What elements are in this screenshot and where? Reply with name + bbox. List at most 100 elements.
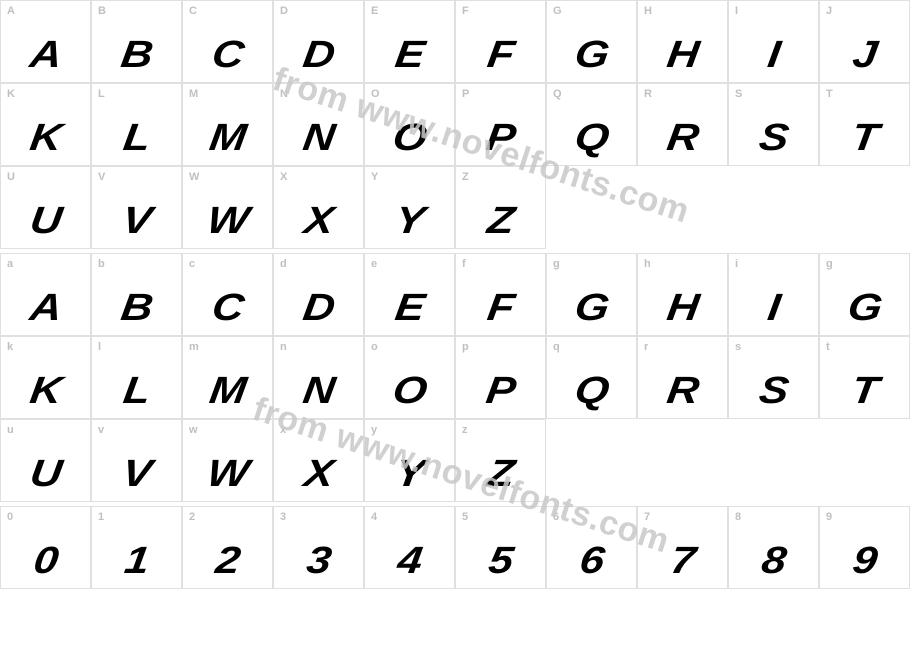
glyph-cell: 33: [273, 506, 364, 589]
cell-label: E: [371, 5, 378, 17]
glyph-cell: GG: [546, 0, 637, 83]
glyph-cell: oO: [364, 336, 455, 419]
cell-label: X: [280, 171, 287, 183]
glyph-cell: RR: [637, 83, 728, 166]
cell-label: r: [644, 341, 648, 353]
cell-label: H: [644, 5, 652, 17]
cell-glyph: 9: [811, 542, 911, 580]
cell-label: g: [553, 258, 560, 270]
cell-label: O: [371, 88, 380, 100]
cell-label: l: [98, 341, 101, 353]
cell-label: 4: [371, 511, 377, 523]
glyph-cell: XX: [273, 166, 364, 249]
glyph-cell: WW: [182, 166, 273, 249]
cell-label: C: [189, 5, 197, 17]
cell-label: M: [189, 88, 198, 100]
cell-label: K: [7, 88, 15, 100]
cell-label: D: [280, 5, 288, 17]
glyph-cell: xX: [273, 419, 364, 502]
cell-label: h: [644, 258, 651, 270]
glyph-row: uUvVwWxXyYzZ: [0, 419, 911, 502]
glyph-cell: 00: [0, 506, 91, 589]
glyph-cell: zZ: [455, 419, 546, 502]
glyph-cell: mM: [182, 336, 273, 419]
glyph-cell: kK: [0, 336, 91, 419]
glyph-cell: wW: [182, 419, 273, 502]
glyph-cell: cC: [182, 253, 273, 336]
glyph-row: aAbBcCdDeEfFgGhHiIgG: [0, 253, 911, 336]
cell-label: U: [7, 171, 15, 183]
cell-label: Y: [371, 171, 378, 183]
cell-label: 3: [280, 511, 286, 523]
cell-glyph: G: [811, 289, 911, 327]
cell-glyph: T: [811, 119, 911, 157]
glyph-cell: YY: [364, 166, 455, 249]
cell-label: e: [371, 258, 377, 270]
glyph-cell: 22: [182, 506, 273, 589]
glyph-cell: ZZ: [455, 166, 546, 249]
glyph-cell: DD: [273, 0, 364, 83]
cell-label: m: [189, 341, 199, 353]
glyph-cell: SS: [728, 83, 819, 166]
cell-glyph: J: [811, 36, 911, 74]
glyph-cell: gG: [546, 253, 637, 336]
cell-label: p: [462, 341, 469, 353]
cell-label: N: [280, 88, 288, 100]
glyph-cell: LL: [91, 83, 182, 166]
cell-label: 7: [644, 511, 650, 523]
glyph-cell: 88: [728, 506, 819, 589]
cell-label: u: [7, 424, 14, 436]
cell-label: W: [189, 171, 199, 183]
glyph-cell: tT: [819, 336, 910, 419]
glyph-cell: 55: [455, 506, 546, 589]
glyph-cell: 99: [819, 506, 910, 589]
cell-label: J: [826, 5, 832, 17]
cell-label: 8: [735, 511, 741, 523]
glyph-cell: lL: [91, 336, 182, 419]
glyph-cell: EE: [364, 0, 455, 83]
cell-label: d: [280, 258, 287, 270]
cell-label: A: [7, 5, 15, 17]
glyph-cell: OO: [364, 83, 455, 166]
glyph-cell: FF: [455, 0, 546, 83]
glyph-cell: dD: [273, 253, 364, 336]
glyph-cell: TT: [819, 83, 910, 166]
glyph-cell: qQ: [546, 336, 637, 419]
glyph-cell: nN: [273, 336, 364, 419]
cell-label: s: [735, 341, 741, 353]
glyph-cell: 11: [91, 506, 182, 589]
glyph-cell: uU: [0, 419, 91, 502]
glyph-cell: AA: [0, 0, 91, 83]
cell-label: v: [98, 424, 104, 436]
cell-label: g: [826, 258, 833, 270]
font-character-map: AABBCCDDEEFFGGHHIIJJKKLLMMNNOOPPQQRRSSTT…: [0, 0, 911, 668]
glyph-cell: vV: [91, 419, 182, 502]
glyph-cell: fF: [455, 253, 546, 336]
cell-label: S: [735, 88, 742, 100]
cell-label: 6: [553, 511, 559, 523]
cell-label: R: [644, 88, 652, 100]
cell-label: G: [553, 5, 562, 17]
cell-label: k: [7, 341, 13, 353]
cell-label: b: [98, 258, 105, 270]
cell-label: F: [462, 5, 469, 17]
cell-label: 2: [189, 511, 195, 523]
glyph-cell: KK: [0, 83, 91, 166]
glyph-cell: rR: [637, 336, 728, 419]
cell-label: t: [826, 341, 830, 353]
cell-label: 9: [826, 511, 832, 523]
cell-glyph: Z: [447, 202, 555, 240]
glyph-cell: eE: [364, 253, 455, 336]
cell-label: L: [98, 88, 105, 100]
glyph-cell: PP: [455, 83, 546, 166]
glyph-cell: iI: [728, 253, 819, 336]
cell-label: Z: [462, 171, 469, 183]
glyph-cell: MM: [182, 83, 273, 166]
glyph-cell: BB: [91, 0, 182, 83]
glyph-cell: 77: [637, 506, 728, 589]
cell-label: a: [7, 258, 13, 270]
glyph-cell: hH: [637, 253, 728, 336]
glyph-row: kKlLmMnNoOpPqQrRsStT: [0, 336, 911, 419]
cell-label: y: [371, 424, 377, 436]
glyph-cell: sS: [728, 336, 819, 419]
